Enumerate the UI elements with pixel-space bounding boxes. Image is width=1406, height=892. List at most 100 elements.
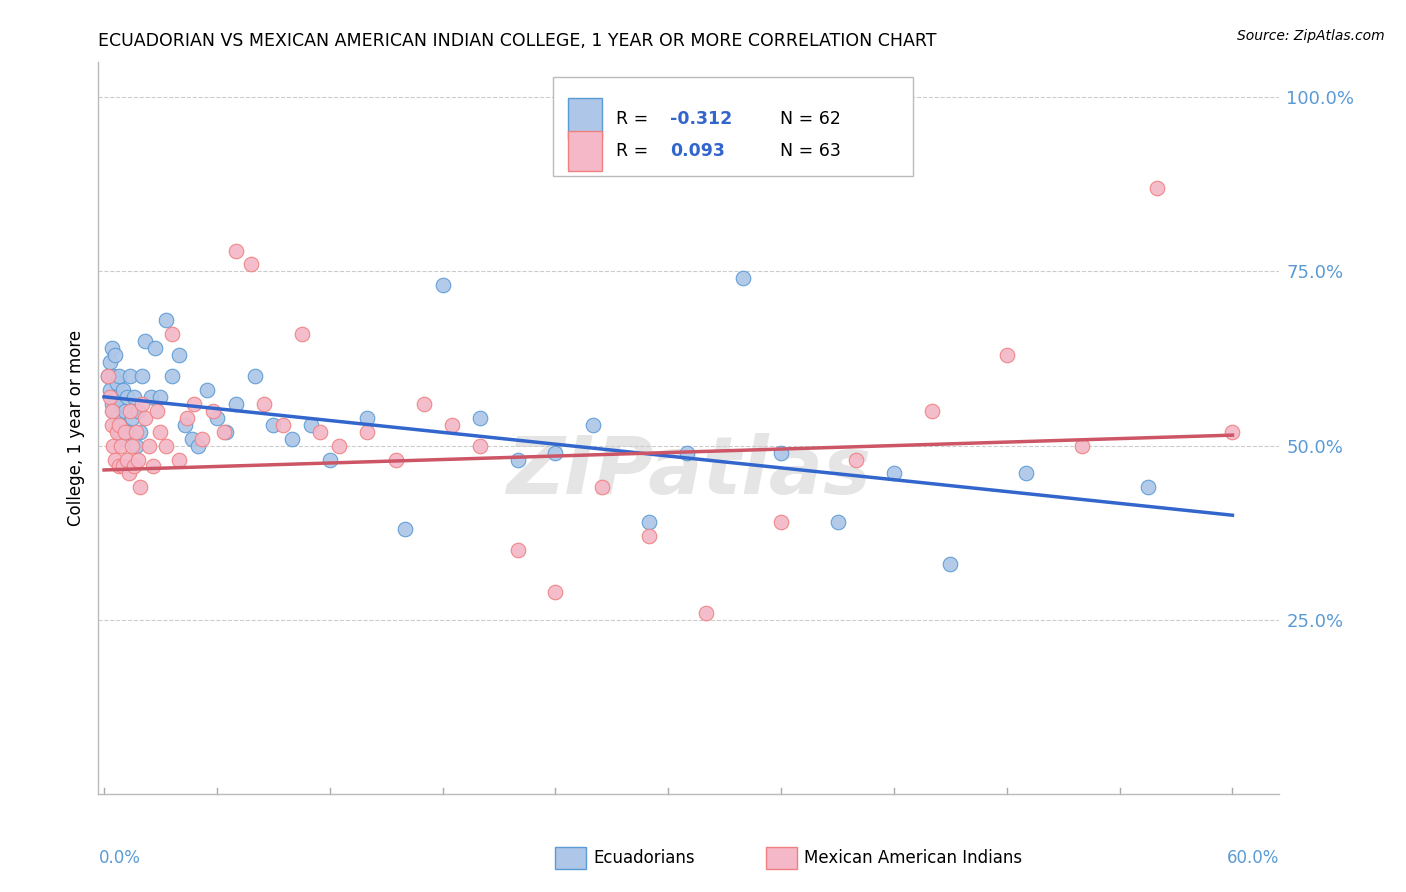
- Point: [110, 397, 132, 411]
- Point: [271, 417, 294, 432]
- Point: [1222, 425, 1244, 439]
- Point: [105, 425, 128, 439]
- Point: [108, 417, 131, 432]
- Point: [1071, 439, 1094, 453]
- Point: [181, 432, 204, 446]
- Point: [122, 390, 145, 404]
- Y-axis label: College, 1 year or more: College, 1 year or more: [66, 330, 84, 526]
- Point: [104, 390, 127, 404]
- Point: [770, 445, 793, 459]
- Point: [202, 403, 225, 417]
- Point: [225, 397, 247, 411]
- Point: [97, 368, 120, 383]
- Point: [845, 452, 868, 467]
- Point: [131, 368, 153, 383]
- Point: [155, 313, 177, 327]
- Point: [470, 439, 492, 453]
- Point: [225, 244, 247, 258]
- Point: [103, 368, 125, 383]
- Point: [239, 257, 262, 271]
- Point: [1014, 467, 1036, 481]
- Point: [103, 439, 125, 453]
- Point: [356, 425, 378, 439]
- Point: [183, 397, 205, 411]
- Point: [1296, 417, 1319, 432]
- Point: [160, 368, 183, 383]
- Text: R =: R =: [616, 110, 654, 128]
- Point: [215, 425, 238, 439]
- Text: N = 63: N = 63: [769, 142, 841, 161]
- Point: [440, 417, 463, 432]
- Point: [384, 452, 406, 467]
- Text: -0.312: -0.312: [671, 110, 733, 128]
- Point: [98, 383, 121, 397]
- Point: [299, 417, 322, 432]
- Point: [105, 410, 128, 425]
- Point: [243, 368, 266, 383]
- Text: R =: R =: [616, 142, 654, 161]
- Point: [197, 383, 219, 397]
- Point: [582, 417, 605, 432]
- Point: [544, 585, 567, 599]
- Text: 0.093: 0.093: [671, 142, 725, 161]
- Point: [253, 397, 276, 411]
- Point: [115, 390, 138, 404]
- Point: [121, 410, 143, 425]
- Point: [155, 439, 177, 453]
- Point: [214, 425, 236, 439]
- Point: [115, 452, 138, 467]
- Point: [108, 459, 131, 474]
- Text: Ecuadorians: Ecuadorians: [593, 849, 695, 867]
- Point: [100, 417, 122, 432]
- Point: [108, 368, 131, 383]
- Point: [1136, 480, 1159, 494]
- Point: [506, 543, 529, 558]
- Point: [111, 459, 134, 474]
- Point: [122, 459, 145, 474]
- Point: [110, 417, 132, 432]
- Point: [191, 432, 214, 446]
- Point: [145, 403, 167, 417]
- Point: [117, 467, 139, 481]
- Point: [187, 439, 209, 453]
- Text: Mexican American Indians: Mexican American Indians: [804, 849, 1022, 867]
- Point: [139, 390, 162, 404]
- Text: Source: ZipAtlas.com: Source: ZipAtlas.com: [1237, 29, 1385, 43]
- Point: [114, 403, 136, 417]
- Point: [939, 557, 962, 571]
- Point: [125, 439, 148, 453]
- FancyBboxPatch shape: [568, 98, 602, 138]
- Point: [160, 327, 183, 342]
- Point: [921, 403, 943, 417]
- Point: [128, 425, 150, 439]
- Point: [506, 452, 529, 467]
- Point: [142, 459, 165, 474]
- Point: [100, 403, 122, 417]
- Point: [127, 452, 149, 467]
- Point: [138, 439, 160, 453]
- Point: [309, 425, 332, 439]
- Point: [128, 480, 150, 494]
- Point: [131, 397, 153, 411]
- Point: [120, 368, 142, 383]
- Point: [111, 383, 134, 397]
- Point: [883, 467, 905, 481]
- Point: [676, 445, 699, 459]
- Point: [125, 425, 148, 439]
- Point: [205, 410, 228, 425]
- Point: [470, 410, 492, 425]
- Point: [97, 368, 120, 383]
- Text: N = 62: N = 62: [769, 110, 841, 128]
- Point: [134, 410, 156, 425]
- Point: [117, 425, 139, 439]
- Point: [995, 348, 1018, 362]
- Text: ZIPatlas: ZIPatlas: [506, 433, 872, 511]
- Point: [733, 271, 755, 285]
- Point: [638, 529, 661, 543]
- Point: [100, 341, 122, 355]
- Point: [149, 425, 172, 439]
- Point: [169, 348, 191, 362]
- Point: [100, 397, 122, 411]
- Text: 0.0%: 0.0%: [98, 849, 141, 867]
- FancyBboxPatch shape: [568, 131, 602, 171]
